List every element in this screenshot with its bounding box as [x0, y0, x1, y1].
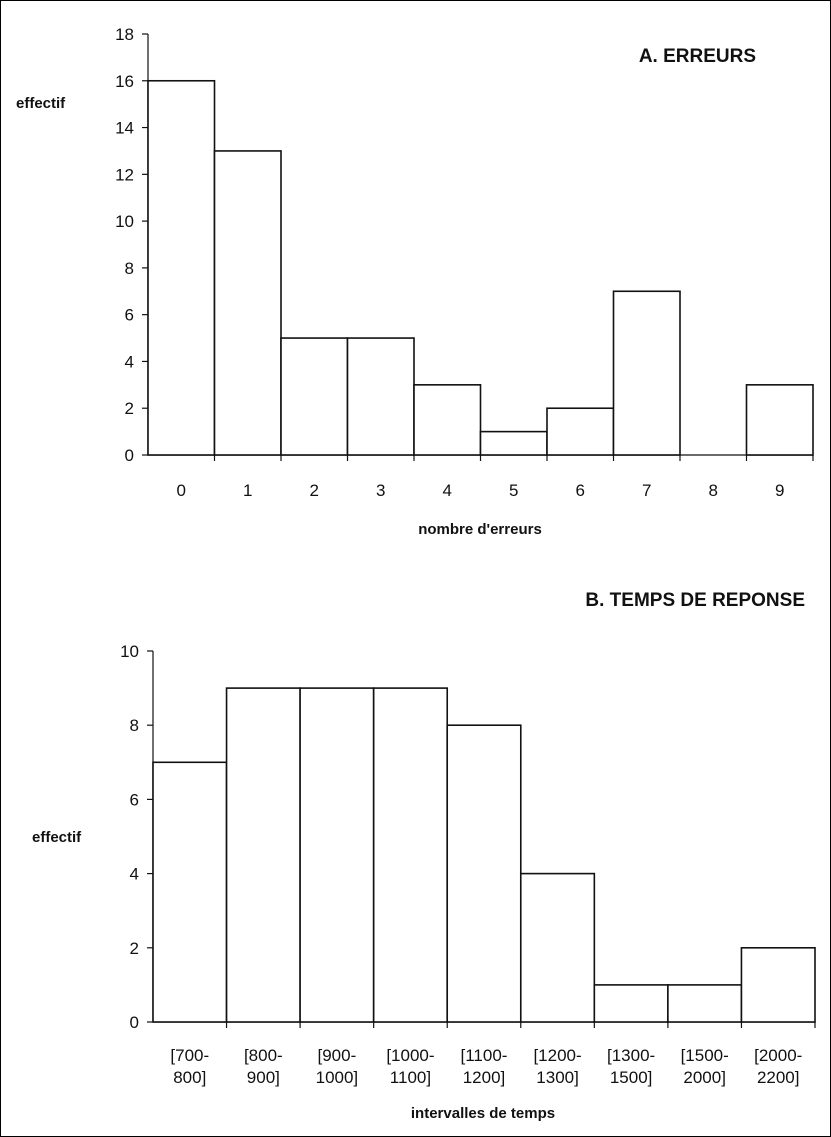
bar: [280, 337, 349, 456]
x-tick-label: 1000]: [316, 1068, 359, 1087]
bar: [446, 724, 522, 1023]
y-tick-label: 2: [125, 399, 134, 418]
y-tick-label: 4: [130, 865, 139, 884]
y-tick-label: 10: [115, 212, 134, 231]
x-tick-label: [900-: [318, 1046, 357, 1065]
x-tick-label: [1300-: [607, 1046, 655, 1065]
x-tick-label: 2: [310, 481, 319, 500]
bar: [740, 946, 816, 1023]
x-axis-label: intervalles de temps: [411, 1105, 555, 1122]
y-tick-label: 6: [125, 306, 134, 325]
y-tick-label: 16: [115, 72, 134, 91]
x-tick-label: [1000-: [386, 1046, 434, 1065]
y-tick-label: 0: [130, 1013, 139, 1032]
y-tick-label: 18: [115, 25, 134, 44]
y-tick-label: 6: [130, 790, 139, 809]
x-tick-label: 1500]: [610, 1068, 653, 1087]
x-tick-label: 9: [775, 481, 784, 500]
bar: [225, 687, 301, 1023]
y-tick-label: 8: [130, 716, 139, 735]
x-tick-label: 4: [443, 481, 452, 500]
x-tick-label: 1200]: [463, 1068, 506, 1087]
y-axis-label: effectif: [32, 829, 82, 846]
x-tick-label: 6: [576, 481, 585, 500]
x-tick-label: 3: [376, 481, 385, 500]
y-tick-label: 0: [125, 446, 134, 465]
x-tick-label: 0: [177, 481, 186, 500]
y-tick-label: 8: [125, 259, 134, 278]
bar: [372, 687, 449, 1023]
bar: [147, 79, 216, 456]
x-tick-label: 8: [709, 481, 718, 500]
x-tick-label: [700-: [170, 1046, 209, 1065]
bar: [213, 150, 282, 456]
x-tick-label: [1500-: [681, 1046, 729, 1065]
chart-title: B. TEMPS DE REPONSE: [585, 590, 805, 611]
x-tick-label: 2000]: [683, 1068, 726, 1087]
y-tick-label: 14: [115, 119, 134, 138]
x-tick-label: 7: [642, 481, 651, 500]
bar: [519, 872, 596, 1023]
x-tick-label: [800-: [244, 1046, 283, 1065]
bar: [152, 761, 228, 1023]
y-tick-label: 10: [120, 642, 139, 661]
x-tick-label: 5: [509, 481, 518, 500]
x-tick-label: 800]: [173, 1068, 206, 1087]
bar: [667, 984, 743, 1023]
bar: [546, 407, 615, 456]
x-tick-label: [1100-: [461, 1046, 508, 1065]
x-tick-label: 2200]: [757, 1068, 800, 1087]
x-tick-label: [1200-: [533, 1046, 581, 1065]
x-tick-label: 1300]: [536, 1068, 579, 1087]
bar: [612, 290, 681, 456]
x-axis-label: nombre d'erreurs: [418, 521, 542, 538]
bar: [413, 384, 482, 456]
bar: [299, 687, 375, 1023]
y-axis-label: effectif: [16, 95, 66, 112]
y-tick-label: 12: [115, 165, 134, 184]
bar: [745, 384, 814, 456]
bar: [593, 984, 669, 1023]
x-tick-label: 900]: [247, 1068, 280, 1087]
chart-title: A. ERREURS: [639, 46, 756, 67]
x-tick-label: 1: [243, 481, 252, 500]
y-tick-label: 2: [130, 939, 139, 958]
x-tick-label: 1100]: [390, 1068, 431, 1087]
x-tick-label: [2000-: [754, 1046, 802, 1065]
y-tick-label: 4: [125, 352, 134, 371]
